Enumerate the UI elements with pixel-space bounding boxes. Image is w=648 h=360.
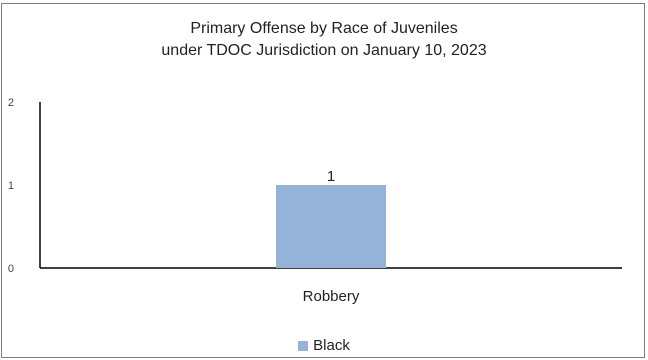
legend-label-black: Black bbox=[313, 337, 350, 354]
chart-frame bbox=[1, 3, 645, 358]
legend-swatch-black bbox=[298, 340, 309, 351]
data-label: 1 bbox=[327, 168, 335, 185]
x-category-label: Robbery bbox=[303, 288, 360, 305]
chart-title-line-2: under TDOC Jurisdiction on January 10, 2… bbox=[161, 42, 487, 59]
y-tick-label: 2 bbox=[8, 97, 14, 109]
bar bbox=[276, 185, 386, 268]
y-tick-label: 1 bbox=[8, 180, 14, 192]
legend: Black bbox=[0, 337, 648, 354]
chart-title-line-1: Primary Offense by Race of Juveniles bbox=[190, 20, 458, 37]
y-tick-label: 0 bbox=[8, 263, 14, 275]
